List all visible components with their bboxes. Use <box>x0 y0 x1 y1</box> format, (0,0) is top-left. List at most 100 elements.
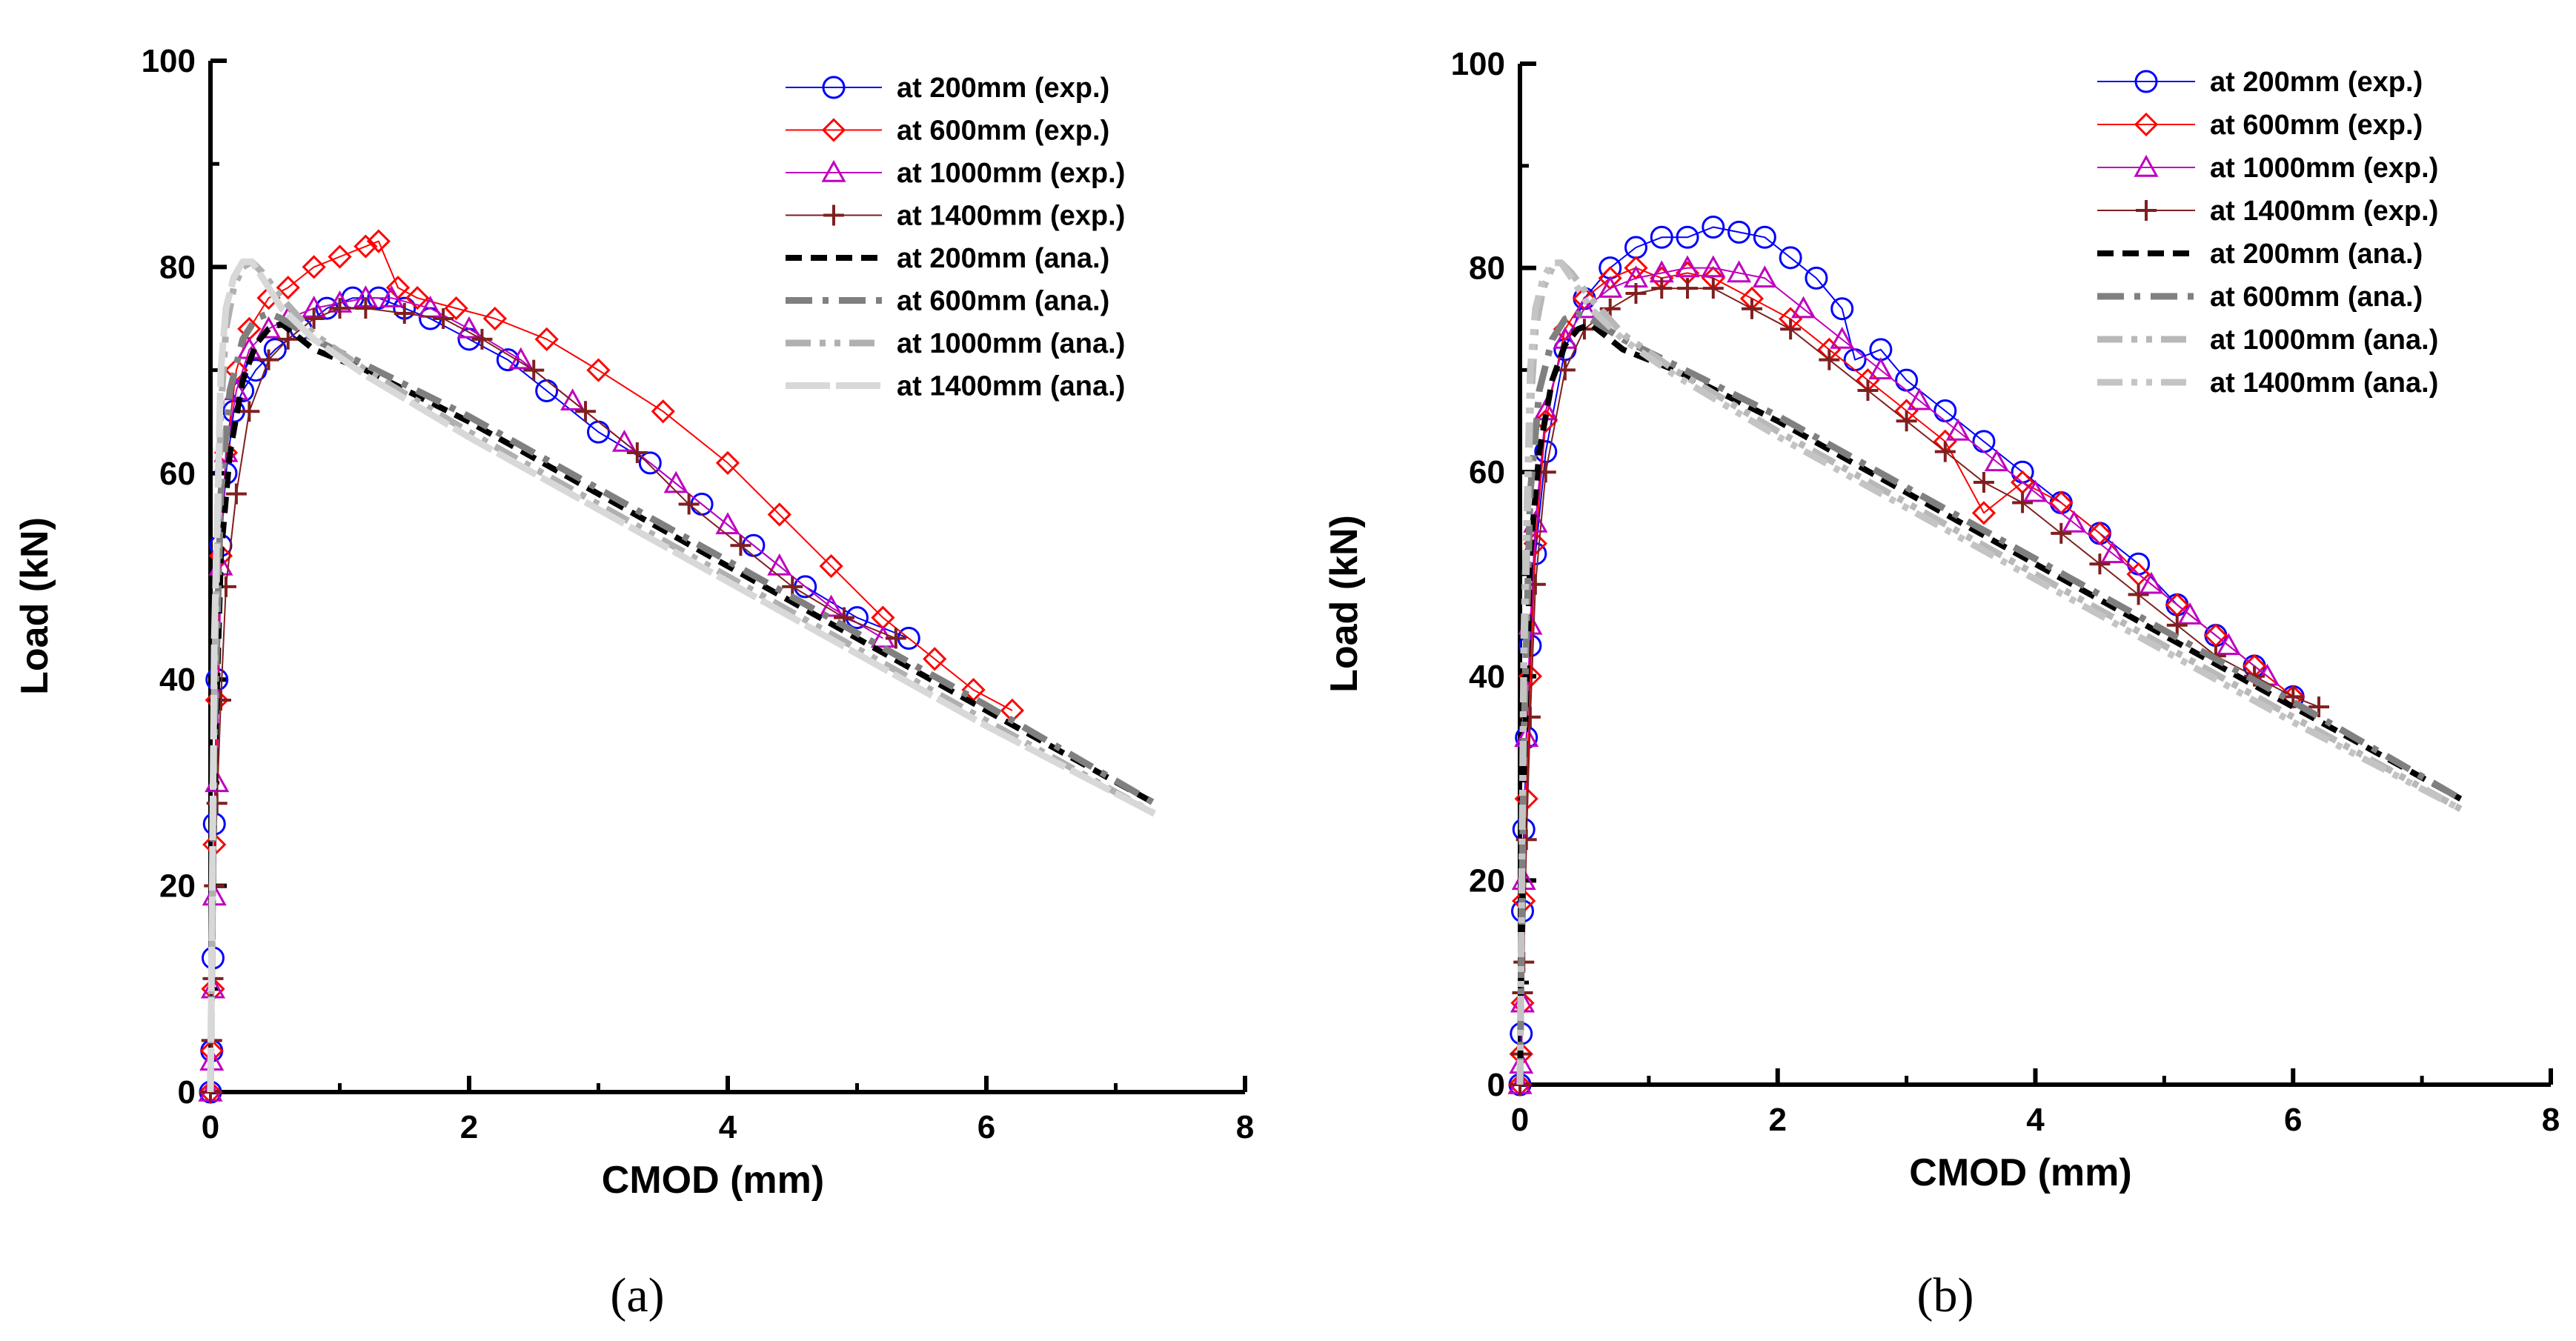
legend-label: at 1000mm (exp.) <box>897 158 1125 189</box>
data-point <box>586 358 611 382</box>
data-point <box>225 483 247 505</box>
series-line <box>1516 259 2463 1085</box>
legend-item: at 1400mm (exp.) <box>2097 196 2438 227</box>
x-tick-label: 0 <box>1511 1102 1529 1138</box>
panel-a: 0 20 40 60 80 100 0 2 4 6 8 CMOD (mm) Load (kN) at 20… <box>13 43 1254 1322</box>
x-tick-label: 6 <box>977 1109 995 1145</box>
data-point <box>767 553 792 576</box>
legend-item: at 600mm (ana.) <box>786 286 1109 317</box>
data-point <box>678 493 700 515</box>
data-point <box>353 234 378 259</box>
data-point <box>1625 283 1647 305</box>
data-point <box>1676 225 1699 249</box>
series-ana-7 <box>207 258 1156 1093</box>
data-point <box>651 399 675 424</box>
data-point <box>534 327 559 351</box>
legend-marker <box>2134 70 2158 93</box>
legend-item: at 1000mm (ana.) <box>2097 325 2438 356</box>
data-point <box>2308 696 2330 718</box>
x-tick-label: 8 <box>1236 1109 1254 1145</box>
legend-item: at 600mm (exp.) <box>2097 110 2423 141</box>
y-tick-label: 20 <box>159 868 196 905</box>
data-point <box>1533 409 1558 433</box>
data-point <box>1780 319 1802 340</box>
data-point <box>1857 379 1879 401</box>
legend-marker <box>822 76 846 99</box>
legend-item: at 1400mm (ana.) <box>2097 367 2438 399</box>
data-point <box>1727 220 1751 244</box>
x-tick-label: 2 <box>1769 1102 1787 1138</box>
data-point <box>2177 602 2202 625</box>
x-tick-label: 8 <box>2542 1102 2560 1138</box>
legend-label: at 600mm (ana.) <box>2210 282 2423 313</box>
data-point <box>1790 296 1816 319</box>
data-point <box>2100 541 2125 564</box>
y-tick-label: 80 <box>159 249 196 285</box>
data-point <box>575 401 597 422</box>
data-point <box>2051 522 2072 544</box>
y-tick-label: 100 <box>1451 46 1505 82</box>
data-point <box>1701 255 1726 278</box>
data-point <box>626 442 648 463</box>
y-axis-title: Load (kN) <box>13 517 56 695</box>
series-line <box>207 258 1156 1093</box>
y-axis-title: Load (kN) <box>1323 515 1366 693</box>
data-point <box>1819 349 1840 370</box>
x-ticks: 0 2 4 6 8 <box>1511 1068 2560 1138</box>
data-point <box>1945 418 1971 441</box>
panel-caption: (a) <box>610 1268 664 1322</box>
legend-label: at 200mm (ana.) <box>2210 239 2423 270</box>
data-point <box>523 359 545 381</box>
legend-marker <box>2136 200 2157 221</box>
series-ana-5 <box>1516 310 2463 1085</box>
series-ana-5 <box>207 310 1157 1093</box>
y-tick-label: 60 <box>159 456 196 492</box>
data-point <box>496 348 519 372</box>
legend-label: at 1000mm (exp.) <box>2210 153 2438 184</box>
data-point <box>1572 296 1597 319</box>
series-ana-4 <box>1517 321 2463 1085</box>
legend: at 200mm (exp.) at 600mm (exp.) at 1000mm … <box>2097 67 2438 399</box>
legend-item: at 1000mm (exp.) <box>786 158 1125 189</box>
data-point <box>303 308 325 329</box>
data-point <box>819 553 843 579</box>
data-point <box>767 502 791 527</box>
data-point <box>1702 278 1724 299</box>
legend-marker <box>821 118 846 142</box>
data-point <box>2166 614 2188 636</box>
data-point <box>611 429 637 452</box>
y-tick-label: 0 <box>178 1074 196 1111</box>
legend-item: at 600mm (exp.) <box>786 116 1109 147</box>
data-point <box>1971 501 1996 525</box>
series-ana-4 <box>208 321 1156 1093</box>
panel-caption: (b) <box>1917 1268 1974 1322</box>
data-point <box>1830 326 1855 349</box>
y-tick-label: 40 <box>1469 659 1505 695</box>
x-tick-label: 4 <box>719 1109 737 1145</box>
data-point <box>1702 215 1725 239</box>
data-point <box>1753 225 1776 249</box>
data-point <box>885 628 906 649</box>
legend-label: at 200mm (ana.) <box>897 243 1109 274</box>
legend-label: at 600mm (exp.) <box>2210 110 2423 141</box>
legend-item: at 200mm (exp.) <box>786 73 1109 104</box>
data-point <box>471 328 493 350</box>
legend: at 200mm (exp.) at 600mm (exp.) at 1000mm … <box>786 73 1125 402</box>
legend-label: at 1000mm (ana.) <box>897 328 1125 359</box>
data-point <box>2139 571 2164 594</box>
data-point <box>2216 633 2241 656</box>
legend-label: at 1400mm (exp.) <box>2210 196 2438 227</box>
legend-label: at 1400mm (exp.) <box>897 201 1125 232</box>
series-group <box>1507 215 2463 1097</box>
x-tick-label: 4 <box>2026 1102 2045 1138</box>
data-point <box>256 316 282 339</box>
y-ticks: 0 20 40 60 80 100 <box>1451 46 1536 1103</box>
legend-item: at 200mm (ana.) <box>786 243 1109 274</box>
data-point <box>433 308 454 329</box>
legend-label: at 200mm (exp.) <box>2210 67 2423 98</box>
data-point <box>444 296 468 321</box>
data-point <box>405 286 430 310</box>
data-point <box>394 303 415 325</box>
legend-label: at 200mm (exp.) <box>897 73 1109 104</box>
